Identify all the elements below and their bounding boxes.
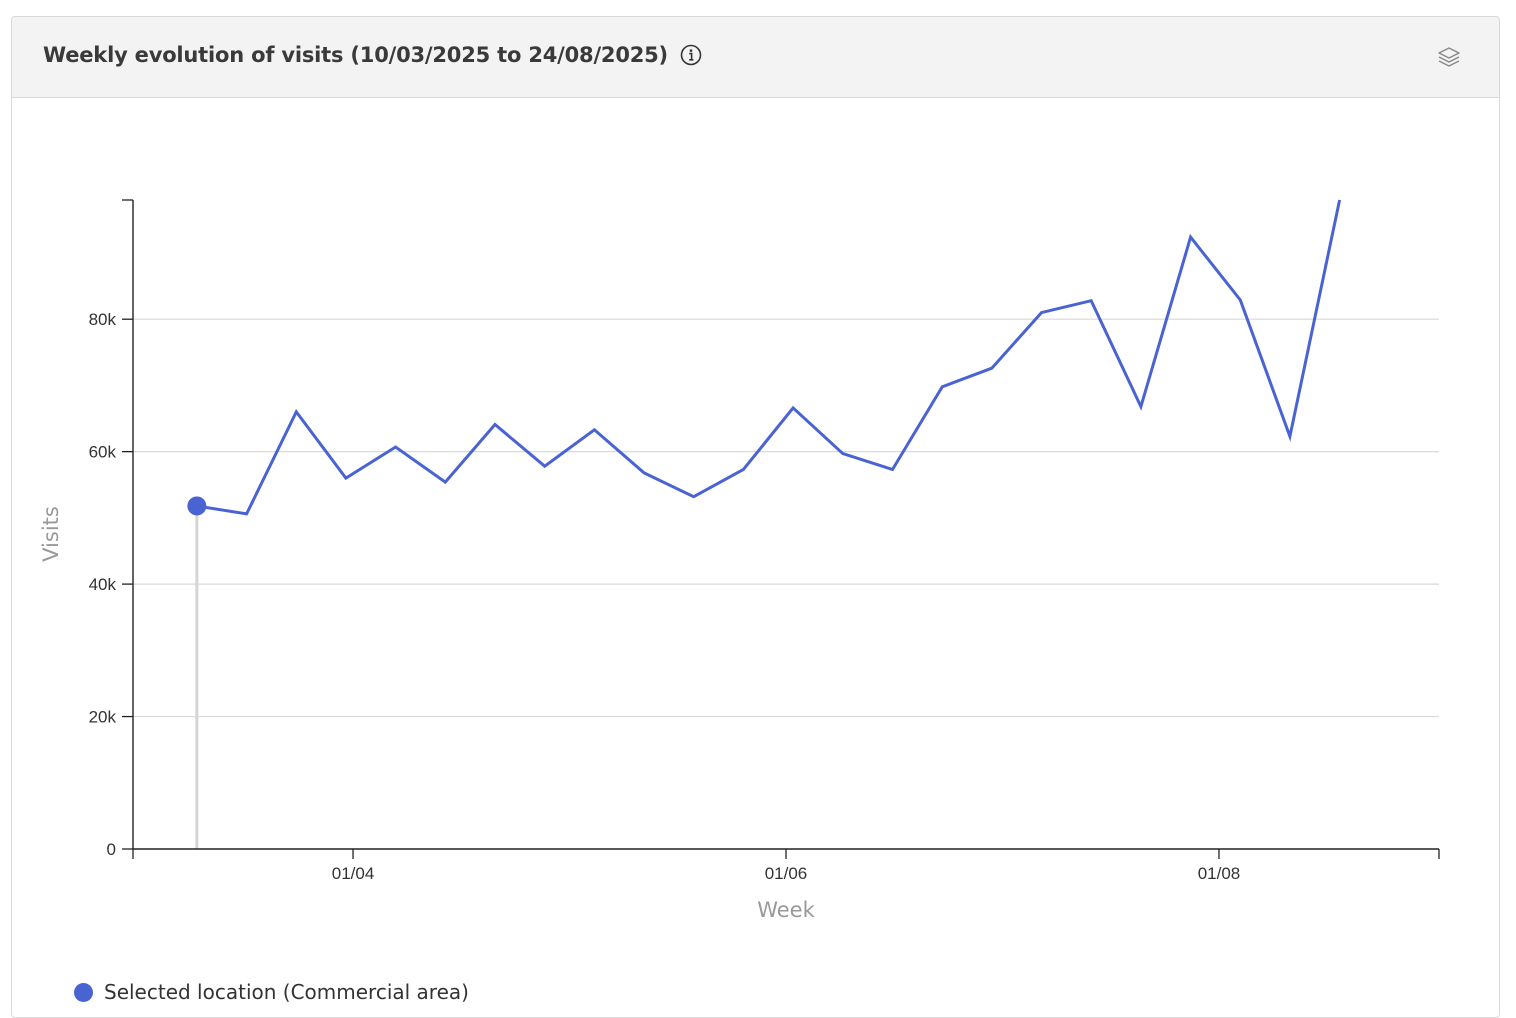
series — [187, 194, 1345, 520]
data-point — [1036, 307, 1048, 319]
data-point — [390, 441, 402, 453]
data-point — [688, 491, 700, 503]
y-tick-label: 0 — [107, 840, 116, 859]
data-point — [1334, 194, 1346, 206]
data-point — [290, 406, 302, 418]
data-point — [638, 467, 650, 479]
highlighted-point — [187, 496, 206, 515]
legend-marker — [74, 983, 93, 1002]
data-point — [886, 464, 898, 476]
chart-card: Weekly evolution of visits (10/03/2025 t… — [11, 16, 1500, 1018]
data-point — [787, 402, 799, 414]
data-point — [986, 362, 998, 374]
legend-label: Selected location (Commercial area) — [104, 980, 469, 1004]
data-point — [1135, 401, 1147, 413]
series-line — [197, 200, 1340, 514]
x-tick-label: 01/06 — [765, 864, 808, 883]
data-point — [1185, 231, 1197, 243]
y-tick-label: 80k — [89, 310, 117, 329]
data-point — [837, 448, 849, 460]
y-axis-title: Visits — [39, 506, 63, 562]
grid-lines — [133, 319, 1439, 716]
y-tick-label: 40k — [89, 575, 117, 594]
y-tick-label: 60k — [89, 443, 117, 462]
line-chart: 0 20k 40k 60k 80k 01/04 01/06 01/08 Week Visits — [12, 17, 1499, 1017]
data-point — [737, 464, 749, 476]
legend[interactable]: Selected location (Commercial area) — [74, 980, 469, 1004]
y-tick-label: 20k — [89, 708, 117, 727]
data-point — [241, 508, 253, 520]
axis-labels: 0 20k 40k 60k 80k 01/04 01/06 01/08 Week Visits — [39, 310, 1240, 922]
data-point — [588, 424, 600, 436]
data-point — [936, 381, 948, 393]
data-point — [1234, 294, 1246, 306]
data-point — [340, 472, 352, 484]
x-axis-title: Week — [757, 898, 815, 922]
data-point — [539, 460, 551, 472]
data-point — [439, 476, 451, 488]
data-point — [1284, 430, 1296, 442]
data-point — [489, 419, 501, 431]
x-tick-label: 01/04 — [332, 864, 375, 883]
data-point — [1085, 295, 1097, 307]
x-tick-label: 01/08 — [1198, 864, 1241, 883]
